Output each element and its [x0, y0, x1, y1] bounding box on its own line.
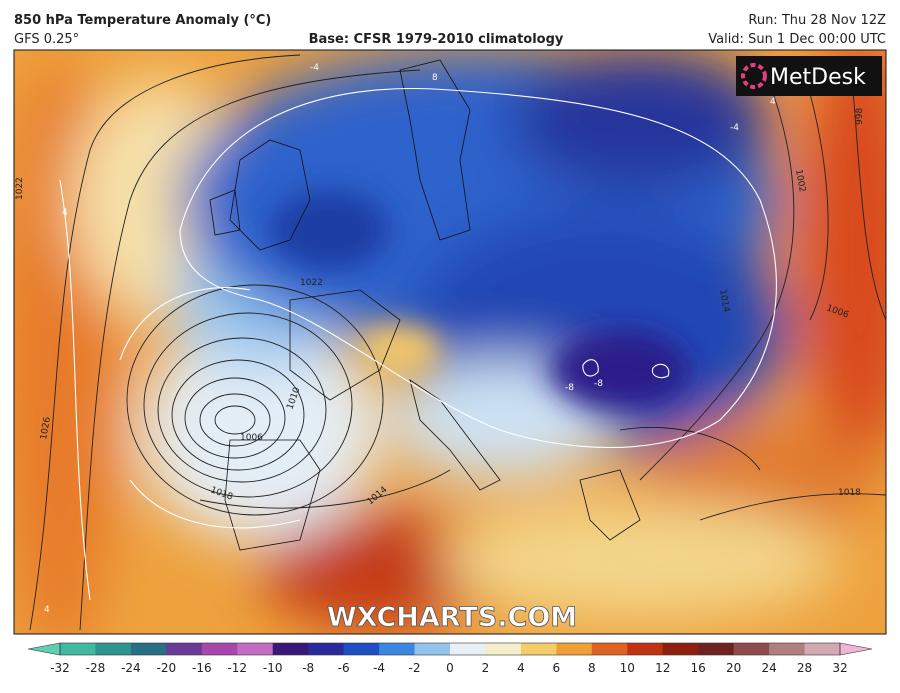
colorbar-segment: [201, 643, 238, 655]
colorbar-tick-label: 12: [655, 661, 670, 675]
colorbar-segment: [166, 643, 203, 655]
anomaly-label: 4: [62, 208, 68, 218]
colorbar-segment: [627, 643, 664, 655]
base: Base: CFSR 1979-2010 climatology: [309, 32, 564, 47]
colorbar-segment: [733, 643, 770, 655]
colorbar-tick-label: -32: [50, 661, 70, 675]
colorbar-segment: [450, 643, 486, 655]
colorbar-tick-label: -4: [373, 661, 385, 675]
colorbar-segment: [379, 643, 416, 655]
anomaly-label: 4: [44, 605, 50, 615]
colorbar-segment: [591, 643, 628, 655]
isobar-label: 1022: [15, 177, 25, 200]
valid: Valid: Sun 1 Dec 00:00 UTC: [708, 32, 886, 47]
colorbar-tick-label: -12: [227, 661, 247, 675]
colorbar-segment: [769, 643, 806, 655]
colorbar-tick-label: 8: [588, 661, 596, 675]
logo: MetDesk: [770, 65, 866, 90]
colorbar-segment: [520, 643, 557, 655]
colorbar-segment: [343, 643, 380, 655]
anomaly-label: -8: [594, 379, 603, 389]
isobar-label: 998: [855, 108, 865, 125]
isobar-label: 1002: [793, 169, 807, 193]
title: 850 hPa Temperature Anomaly (°C): [14, 13, 271, 28]
colorbar-segment: [60, 643, 96, 655]
colorbar-tick-label: -28: [86, 661, 106, 675]
colorbar-segment: [556, 643, 593, 655]
colorbar-tick-label: -2: [409, 661, 421, 675]
anomaly-label: -4: [310, 63, 319, 73]
colorbar-arrow-left: [27, 642, 61, 656]
colorbar-segment: [130, 643, 167, 655]
colorbar-tick-label: -16: [192, 661, 212, 675]
colorbar-tick-label: -20: [157, 661, 177, 675]
colorbar-tick-label: 6: [553, 661, 561, 675]
colorbar-tick-label: 32: [832, 661, 847, 675]
colorbar-tick-label: 20: [726, 661, 741, 675]
colorbar-tick-label: -6: [338, 661, 350, 675]
model: GFS 0.25°: [14, 32, 79, 47]
logo-box: [736, 56, 882, 96]
colorbar-tick-label: 10: [620, 661, 635, 675]
colorbar-segment: [698, 643, 735, 655]
colorbar-frame: [59, 642, 841, 656]
colorbar-tick-label: 28: [797, 661, 812, 675]
colorbar-segment: [804, 643, 841, 655]
isobar-label: 1026: [39, 416, 53, 441]
colorbar-tick-label: -8: [302, 661, 314, 675]
colorbar-tick-label: 4: [517, 661, 525, 675]
colorbar-tick-label: 24: [761, 661, 776, 675]
anomaly-label: 8: [432, 73, 438, 83]
colorbar-tick-label: 2: [482, 661, 490, 675]
colorbar-segment: [662, 643, 699, 655]
isobar-label: 1014: [717, 289, 731, 314]
colorbar-segment: [95, 643, 132, 655]
colorbar-segment: [308, 643, 345, 655]
watermark: WXCHARTS.COM: [327, 602, 577, 633]
colorbar-segment: [414, 643, 451, 655]
anomaly-label: 4: [770, 97, 776, 107]
colorbar-segment: [272, 643, 309, 655]
colorbar-segment: [237, 643, 274, 655]
run: Run: Thu 28 Nov 12Z: [748, 13, 886, 28]
colorbar-tick-label: 0: [446, 661, 454, 675]
isobar-label: 1018: [838, 488, 861, 498]
colorbar-tick-label: 16: [691, 661, 706, 675]
anomaly-label: -4: [730, 123, 739, 133]
isobar-label: 1022: [300, 278, 323, 288]
isobar-label: 1006: [240, 433, 263, 443]
anomaly-label: -8: [565, 383, 574, 393]
colorbar-arrow-right: [839, 642, 873, 656]
colorbar-tick-label: -24: [121, 661, 141, 675]
colorbar-segment: [485, 643, 522, 655]
colorbar-tick-label: -10: [263, 661, 283, 675]
